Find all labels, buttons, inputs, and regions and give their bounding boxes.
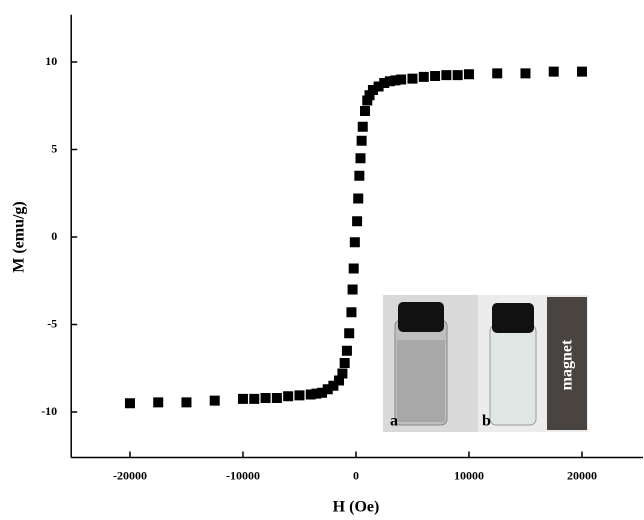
data-point [407, 73, 418, 84]
data-point [390, 75, 401, 86]
data-point [328, 380, 339, 391]
data-point [452, 70, 463, 81]
label-b: b [482, 413, 491, 430]
data-point [430, 71, 441, 81]
data-point [367, 85, 378, 95]
data-point [181, 397, 192, 408]
data-point [492, 68, 503, 79]
y-tick-label: 5 [51, 141, 57, 155]
data-point [271, 393, 282, 403]
data-point [348, 263, 359, 274]
data-point [463, 69, 474, 80]
data-point [317, 387, 328, 398]
data-point [339, 358, 350, 368]
data-point [384, 76, 395, 87]
data-point [344, 328, 355, 339]
data-point [396, 74, 407, 85]
data-point [373, 81, 384, 92]
x-tick-label: 10000 [454, 468, 484, 482]
data-point [352, 216, 363, 227]
data-point [305, 389, 316, 400]
data-point [355, 153, 366, 164]
data-point [362, 95, 373, 106]
y-tick-label: 0 [51, 229, 57, 243]
data-point [153, 397, 164, 408]
x-tick-label: 0 [353, 468, 359, 482]
magnet-block [547, 297, 587, 430]
data-point [520, 68, 531, 79]
cap-a [398, 302, 444, 332]
data-point [349, 237, 360, 248]
data-point [311, 388, 322, 399]
data-point [237, 393, 248, 404]
data-point [294, 390, 305, 401]
y-tick-label: -5 [47, 316, 57, 330]
data-point [322, 384, 333, 395]
data-point [441, 70, 452, 81]
label-a: a [390, 413, 398, 430]
data-point [418, 71, 429, 82]
y-axis-title: M (emu/g) [11, 201, 28, 273]
vial-b [489, 324, 537, 426]
data-point [354, 170, 365, 181]
vial-a-liquid [397, 340, 445, 422]
x-tick-label: -10000 [226, 468, 260, 482]
data-point [283, 391, 294, 402]
data-point [356, 135, 367, 146]
data-point [341, 345, 352, 356]
data-point [379, 78, 390, 88]
x-tick-label: 20000 [567, 468, 597, 482]
x-axis-title: H (Oe) [333, 499, 380, 516]
label-magnet: magnet [559, 339, 576, 390]
y-tick-label: 10 [45, 54, 57, 68]
data-point [260, 393, 271, 403]
data-point [576, 66, 587, 77]
data-point [124, 398, 135, 409]
y-tick-label: -10 [41, 404, 57, 418]
data-point [364, 90, 375, 101]
data-point [357, 121, 368, 132]
data-point [548, 66, 559, 77]
data-point [334, 375, 345, 386]
data-point [249, 393, 260, 404]
x-tick-label: -20000 [113, 468, 147, 482]
data-point [346, 307, 357, 318]
data-point [360, 106, 371, 116]
data-point [353, 193, 364, 204]
data-point [347, 284, 358, 295]
data-point [337, 368, 348, 379]
data-point [209, 395, 220, 406]
cap-b [492, 303, 534, 333]
inset-photo: a b magnet [383, 295, 588, 432]
